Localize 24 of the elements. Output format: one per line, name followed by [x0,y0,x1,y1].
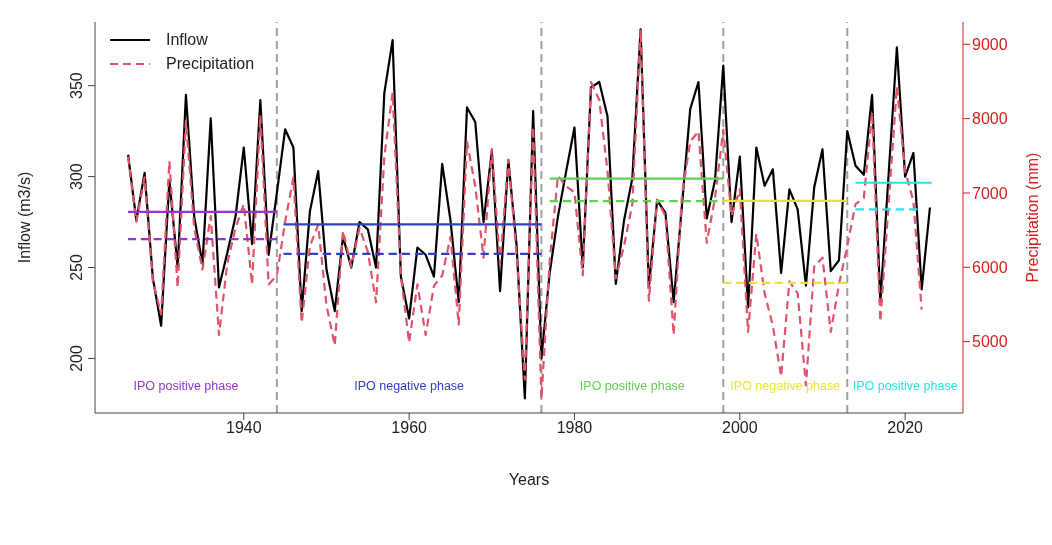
x-tick-label: 1940 [226,419,262,437]
y2-axis-title: Precipitation (mm) [1024,152,1041,283]
annotation: IPO positive phase [133,378,239,393]
y-axis-title: Inflow (m3/s) [16,171,33,264]
y2-tick-label: 9000 [972,35,1008,53]
annotation: IPO negative phase [730,378,841,393]
x-tick-label: 1980 [556,419,593,437]
y2-tick-label: 8000 [972,110,1008,128]
x-axis-title: Years [508,471,550,488]
y-tick-label: 250 [68,254,85,281]
legend-label: Inflow [166,30,208,50]
x-tick-label: 2020 [887,419,924,437]
y2-tick-label: 6000 [972,258,1008,276]
y-tick-label: 200 [68,345,85,372]
annotation: IPO positive phase [579,378,685,393]
legend-label: Precipitation [166,54,255,74]
y2-tick-label: 5000 [972,333,1008,351]
annotation: IPO positive phase [852,378,958,393]
x-tick-label: 2000 [722,419,758,437]
y2-tick-label: 7000 [972,184,1008,202]
y-tick-label: 300 [68,163,85,190]
annotation: IPO negative phase [354,378,465,393]
y-tick-label: 350 [68,72,85,99]
x-tick-label: 1960 [391,419,428,437]
